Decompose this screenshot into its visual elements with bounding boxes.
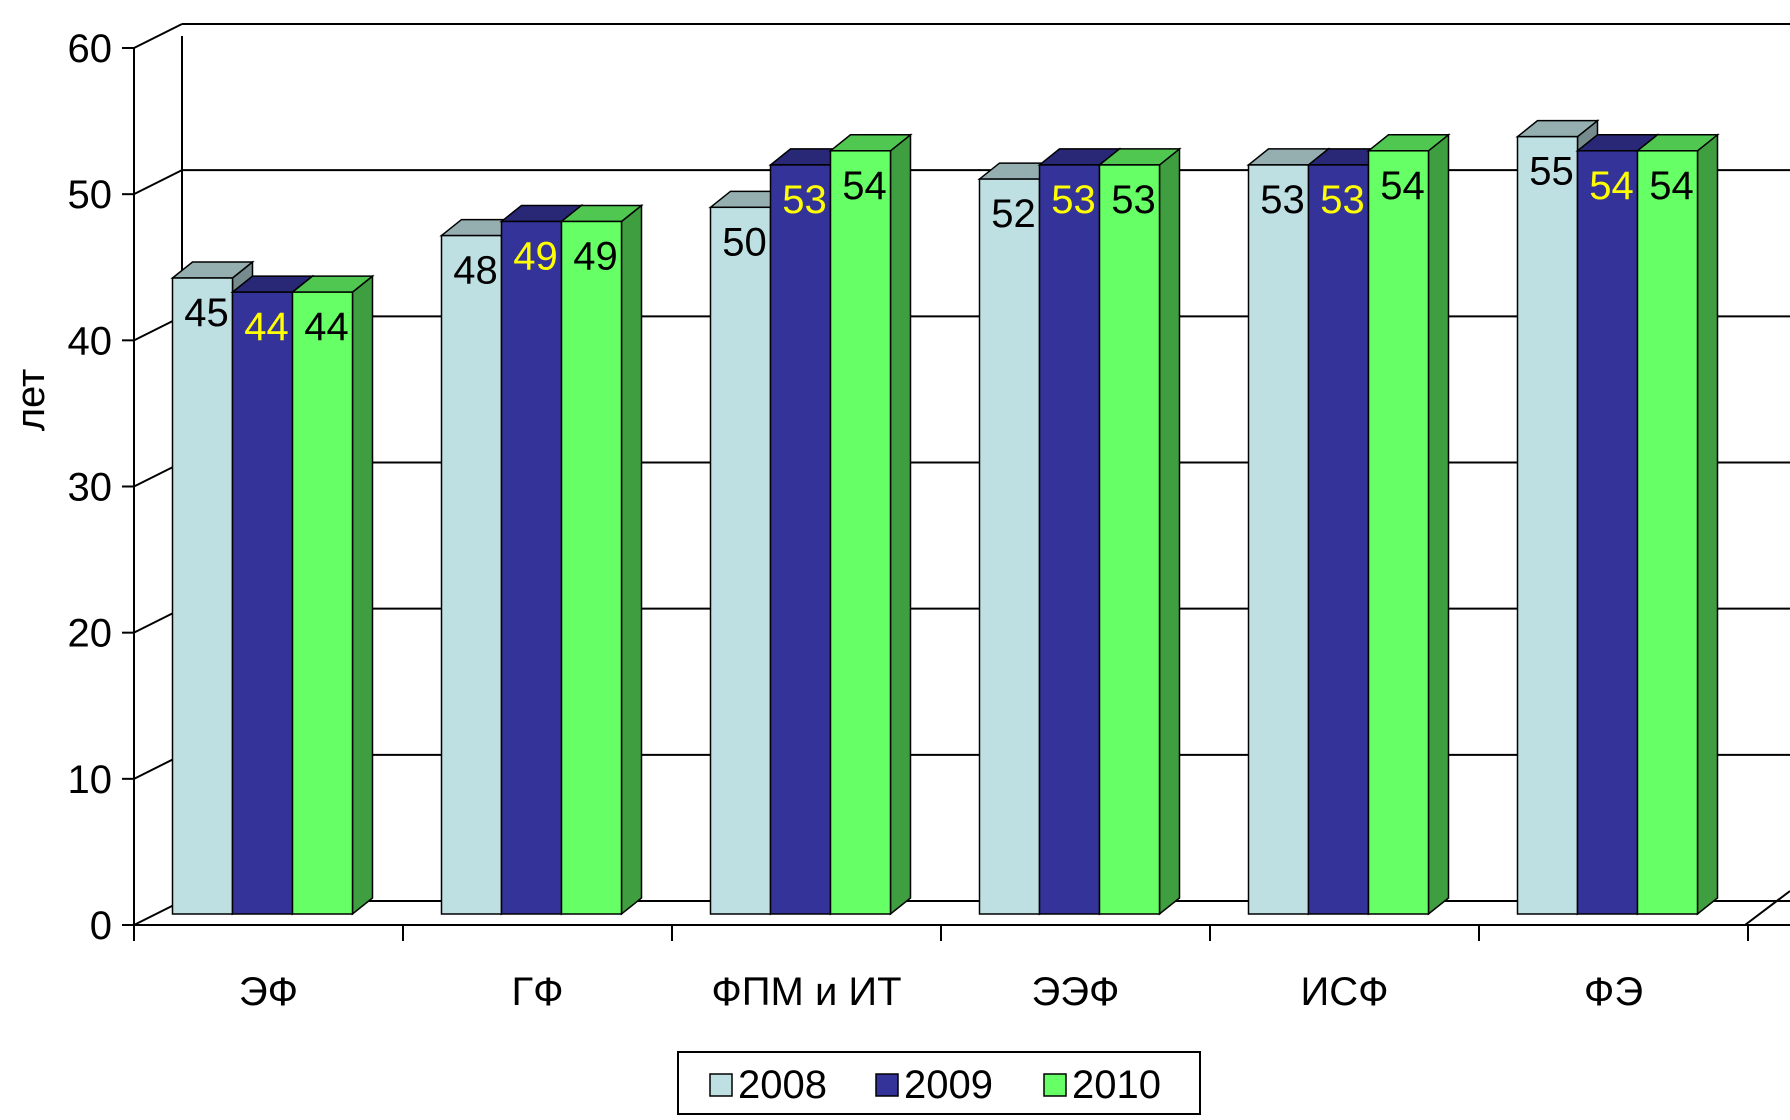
data-label: 54 <box>1589 164 1634 208</box>
data-label: 48 <box>453 249 498 293</box>
bar-2010-0 <box>293 292 353 914</box>
legend-label: 2008 <box>738 1063 827 1107</box>
data-label: 45 <box>184 291 229 335</box>
y-tick-label: 10 <box>68 758 113 802</box>
bar-2008-2 <box>711 207 771 914</box>
data-label: 50 <box>722 220 767 264</box>
y-axis-label: лет <box>9 369 53 432</box>
y-tick-label: 20 <box>68 612 113 656</box>
x-tick-label: ЭФ <box>239 970 298 1014</box>
bar-side <box>622 205 642 914</box>
data-label: 53 <box>782 178 827 222</box>
bar-2009-4 <box>1309 165 1369 914</box>
bar-2008-1 <box>442 236 502 914</box>
x-tick-label: ИСФ <box>1300 970 1388 1014</box>
data-label: 49 <box>513 234 558 278</box>
data-label: 54 <box>842 164 887 208</box>
x-tick-label: ФПМ и ИТ <box>711 970 901 1014</box>
data-label: 52 <box>991 192 1036 236</box>
bar-2010-4 <box>1369 151 1429 914</box>
bar-side <box>891 135 911 914</box>
bar-side <box>1160 149 1180 914</box>
data-label: 53 <box>1051 178 1096 222</box>
legend: 2008 2009 2010 <box>678 1052 1200 1114</box>
data-label: 44 <box>244 305 289 349</box>
y-tick-label: 0 <box>90 904 112 948</box>
data-label: 53 <box>1320 178 1365 222</box>
bar-2010-1 <box>562 221 622 914</box>
bar-2009-2 <box>771 165 831 914</box>
bar-2009-1 <box>502 221 562 914</box>
bar-2008-5 <box>1518 137 1578 914</box>
bar-2010-3 <box>1100 165 1160 914</box>
legend-label: 2010 <box>1072 1063 1161 1107</box>
side-wall-line <box>134 170 182 194</box>
side-wall-line <box>134 24 182 48</box>
legend-swatch <box>710 1074 732 1096</box>
data-labels: 45 44 44 48 49 49 50 53 54 52 53 53 53 53 54 55 54 54 <box>184 150 1694 349</box>
bar-2010-5 <box>1638 151 1698 914</box>
x-tick-label: ГФ <box>511 970 563 1014</box>
data-label: 49 <box>573 234 618 278</box>
bar-2008-4 <box>1249 165 1309 914</box>
bar-2010-2 <box>831 151 891 914</box>
bar-2008-3 <box>980 179 1040 914</box>
bar-2009-3 <box>1040 165 1100 914</box>
legend-swatch <box>1044 1074 1066 1096</box>
bar-2008-0 <box>173 278 233 914</box>
bar-side <box>1429 135 1449 914</box>
legend-swatch <box>876 1074 898 1096</box>
y-tick-label: 30 <box>68 466 113 510</box>
data-label: 44 <box>304 305 349 349</box>
bars <box>173 121 1718 914</box>
data-label: 53 <box>1260 178 1305 222</box>
x-tick-label: ФЭ <box>1584 970 1643 1014</box>
bar-side <box>353 276 373 914</box>
data-label: 55 <box>1529 150 1574 194</box>
bar-side <box>1698 135 1718 914</box>
y-tick-label: 50 <box>68 173 113 217</box>
bar-2009-0 <box>233 292 293 914</box>
legend-label: 2009 <box>904 1063 993 1107</box>
bar-2009-5 <box>1578 151 1638 914</box>
y-tick-label: 40 <box>68 319 113 363</box>
floor-edge <box>1745 891 1790 925</box>
data-label: 53 <box>1111 178 1156 222</box>
y-tick-label: 60 <box>68 27 113 71</box>
x-tick-label: ЭЭФ <box>1032 970 1120 1014</box>
data-label: 54 <box>1380 164 1425 208</box>
data-label: 54 <box>1649 164 1694 208</box>
